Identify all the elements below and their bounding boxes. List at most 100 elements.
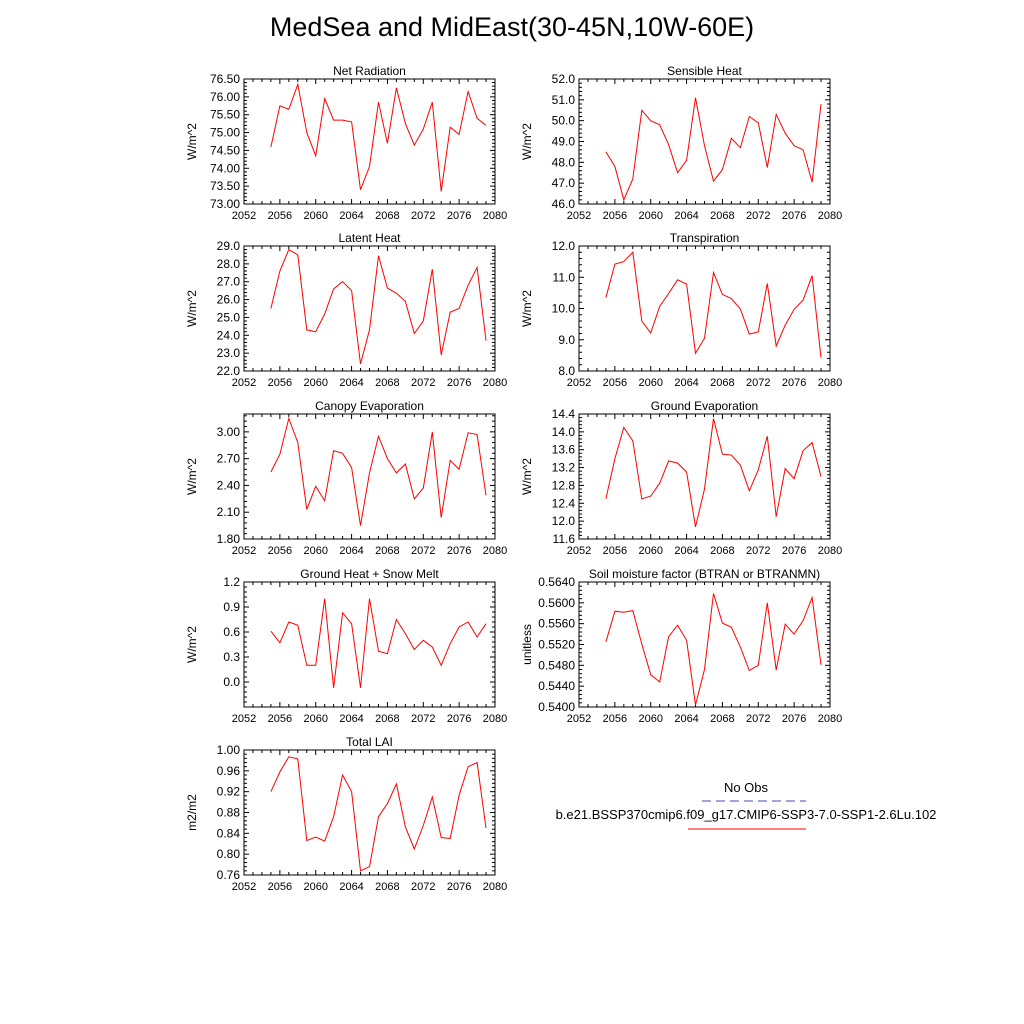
chart-0-ytick-label: 75.00	[210, 126, 240, 140]
chart-1-ytick-label: 50.0	[552, 114, 576, 128]
chart-7-ytick-label: 0.5600	[538, 596, 575, 610]
chart-sensible-heat: Sensible Heat W/m^2 2052 2056 2060 2064 2068 20…	[520, 64, 842, 222]
chart-8-xtick-label: 2072	[411, 881, 435, 893]
chart-2-ytick-label: 26.0	[217, 293, 241, 307]
chart-2-ylabel: W/m^2	[185, 290, 199, 327]
chart-7-xtick-label: 2080	[818, 713, 842, 725]
chart-2-xtick-label: 2064	[339, 377, 363, 389]
chart-8-xtick-label: 2064	[339, 881, 363, 893]
chart-total-lai: Total LAI m2/m2 2052 2056 2060 2064 2068 2072 20…	[185, 735, 507, 893]
chart-0-xtick-label: 2072	[411, 210, 435, 222]
chart-8-xtick-label: 2056	[268, 881, 292, 893]
chart-2-ytick-label: 29.0	[217, 239, 241, 253]
chart-3-xtick-label: 2064	[674, 377, 698, 389]
chart-5-ytick-label: 13.6	[552, 443, 576, 457]
legend-label-run: b.e21.BSSP370cmip6.f09_g17.CMIP6-SSP3-7.…	[556, 807, 937, 822]
chart-7-title: Soil moisture factor (BTRAN or BTRANMN)	[589, 567, 820, 581]
chart-7-xtick-label: 2068	[710, 713, 734, 725]
chart-8-xtick-label: 2060	[303, 881, 327, 893]
chart-6-series-line	[270, 598, 487, 688]
chart-8-xtick-label: 2052	[232, 881, 256, 893]
chart-6-xtick-label: 2060	[303, 713, 327, 725]
chart-2-ytick-label: 25.0	[217, 310, 241, 324]
chart-net-radiation: Net Radiation W/m^2 2052 2056 2060 2064 2068 20…	[185, 64, 507, 222]
chart-0-xtick-label: 2056	[268, 210, 292, 222]
chart-8-xtick-label: 2080	[483, 881, 507, 893]
chart-canopy-evaporation: Canopy Evaporation W/m^2 2052 2056 2060 2064 2…	[185, 399, 507, 557]
chart-1-series-line	[605, 97, 822, 202]
chart-3-ytick-label: 8.0	[558, 364, 575, 378]
legend: No Obs b.e21.BSSP370cmip6.f09_g17.CMIP6-…	[556, 780, 937, 830]
chart-2-ytick-label: 28.0	[217, 257, 241, 271]
chart-4-frame	[243, 413, 496, 540]
chart-7-xtick-label: 2064	[674, 713, 698, 725]
chart-2-xtick-label: 2068	[375, 377, 399, 389]
chart-6-xtick-label: 2072	[411, 713, 435, 725]
chart-3-ytick-label: 10.0	[552, 302, 576, 316]
chart-1-title: Sensible Heat	[667, 64, 742, 78]
chart-6-ytick-label: 0.9	[223, 600, 240, 614]
chart-0-ytick-label: 73.00	[210, 197, 240, 211]
chart-5-xtick-label: 2072	[746, 545, 770, 557]
chart-7-xtick-label: 2052	[567, 713, 591, 725]
chart-4-ytick-label: 2.40	[217, 478, 241, 492]
chart-4-ylabel: W/m^2	[185, 458, 199, 495]
chart-3-ytick-label: 12.0	[552, 239, 576, 253]
chart-7-series-line	[605, 593, 822, 706]
chart-0-xtick-label: 2064	[339, 210, 363, 222]
chart-6-ylabel: W/m^2	[185, 626, 199, 663]
chart-3-xtick-label: 2076	[782, 377, 806, 389]
chart-2-xtick-label: 2052	[232, 377, 256, 389]
chart-2-xtick-label: 2060	[303, 377, 327, 389]
chart-0-ytick-label: 76.00	[210, 90, 240, 104]
chart-2-xtick-label: 2072	[411, 377, 435, 389]
chart-4-ytick-label: 3.00	[217, 425, 241, 439]
chart-2-xtick-label: 2056	[268, 377, 292, 389]
chart-6-xtick-label: 2052	[232, 713, 256, 725]
chart-1-xtick-label: 2076	[782, 210, 806, 222]
chart-5-ylabel: W/m^2	[520, 458, 534, 495]
chart-2-xtick-label: 2080	[483, 377, 507, 389]
chart-1-ytick-label: 47.0	[552, 176, 576, 190]
chart-1-ytick-label: 51.0	[552, 93, 576, 107]
chart-latent-heat: Latent Heat W/m^2 2052 2056 2060 2064 2068 2072…	[185, 231, 507, 389]
chart-3-xtick-label: 2060	[638, 377, 662, 389]
chart-5-xtick-label: 2064	[674, 545, 698, 557]
chart-5-ytick-label: 13.2	[552, 461, 576, 475]
chart-6-frame	[243, 581, 496, 708]
chart-7-ylabel: unitless	[520, 624, 534, 665]
chart-1-xtick-label: 2072	[746, 210, 770, 222]
chart-1-ytick-label: 48.0	[552, 155, 576, 169]
chart-0-ytick-label: 75.50	[210, 108, 240, 122]
chart-1-ylabel: W/m^2	[520, 123, 534, 160]
chart-1-xtick-label: 2056	[603, 210, 627, 222]
chart-4-xtick-label: 2056	[268, 545, 292, 557]
chart-0-ytick-label: 73.50	[210, 179, 240, 193]
chart-5-ytick-label: 14.4	[552, 407, 576, 421]
chart-0-title: Net Radiation	[333, 64, 406, 78]
chart-1-xtick-label: 2060	[638, 210, 662, 222]
chart-0-series-line	[270, 82, 487, 192]
chart-1-xtick-label: 2080	[818, 210, 842, 222]
chart-5-xtick-label: 2080	[818, 545, 842, 557]
chart-3-ylabel: W/m^2	[520, 290, 534, 327]
chart-4-xtick-label: 2080	[483, 545, 507, 557]
chart-4-xtick-label: 2068	[375, 545, 399, 557]
chart-0-ylabel: W/m^2	[185, 123, 199, 160]
chart-5-xtick-label: 2056	[603, 545, 627, 557]
chart-8-ylabel: m2/m2	[185, 794, 199, 831]
chart-4-xtick-label: 2076	[447, 545, 471, 557]
chart-6-ytick-label: 0.6	[223, 625, 240, 639]
page-title: MedSea and MidEast(30-45N,10W-60E)	[269, 12, 755, 42]
chart-3-frame	[578, 245, 831, 372]
chart-1-xtick-label: 2064	[674, 210, 698, 222]
chart-4-title: Canopy Evaporation	[315, 399, 424, 413]
chart-7-xtick-label: 2060	[638, 713, 662, 725]
chart-6-title: Ground Heat + Snow Melt	[300, 567, 439, 581]
chart-8-frame	[243, 749, 496, 876]
chart-8-title: Total LAI	[346, 735, 393, 749]
chart-6-ytick-label: 0.0	[223, 675, 240, 689]
chart-8-ytick-label: 0.76	[217, 868, 241, 882]
chart-3-xtick-label: 2056	[603, 377, 627, 389]
